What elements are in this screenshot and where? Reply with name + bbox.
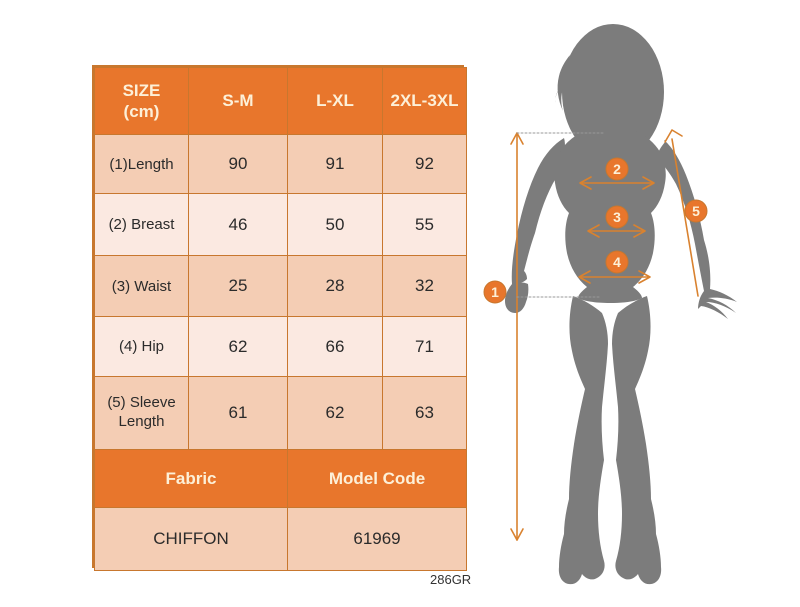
svg-text:1: 1 <box>491 284 499 300</box>
svg-text:2: 2 <box>613 161 621 177</box>
svg-text:5: 5 <box>692 203 700 219</box>
svg-text:3: 3 <box>613 209 621 225</box>
svg-text:4: 4 <box>613 254 621 270</box>
